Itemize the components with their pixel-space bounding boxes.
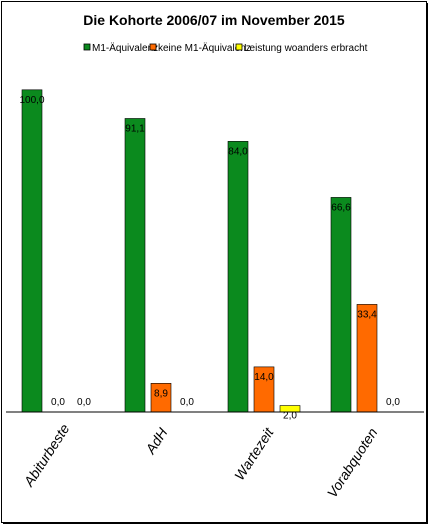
data-label-adh-keine-m1-quivalenz: 8,9: [154, 388, 168, 399]
data-label-abiturbeste-keine-m1-quivalenz: 0,0: [51, 397, 65, 408]
data-label-wartezeit-leistung-woanders-erbracht: 2,0: [283, 411, 297, 422]
data-label-vorabquoten-leistung-woanders-erbracht: 0,0: [386, 397, 400, 408]
legend-swatch-leistung-woanders-erbracht: [235, 43, 243, 51]
data-labels: 100,0 0,0 0,0 91,1 8,9 0,0 84,0 14,0 2,0 66,6 33,4…: [19, 95, 400, 422]
bar-vorabquoten-m1-quivalenz: [330, 197, 352, 413]
tick-label-wartezeit: Wartezeit: [231, 424, 277, 483]
bars: [21, 89, 378, 413]
data-label-vorabquoten-keine-m1-quivalenz: 33,4: [357, 309, 377, 320]
tick-label-abiturbeste: Abiturbeste: [20, 421, 73, 490]
legend-swatch-keine-m1-quivalenz: [149, 43, 157, 51]
bar-vorabquoten-keine-m1-quivalenz: [356, 304, 378, 413]
data-label-abiturbeste-leistung-woanders-erbracht: 0,0: [77, 397, 91, 408]
x-tick-labels: Abiturbeste AdH Wartezeit Vorabquoten: [20, 421, 381, 501]
data-label-adh-m1-quivalenz: 91,1: [125, 123, 145, 134]
chart-title: Die Kohorte 2006/07 im November 2015: [83, 12, 345, 28]
data-label-adh-leistung-woanders-erbracht: 0,0: [180, 397, 194, 408]
tick-label-adh: AdH: [142, 424, 171, 457]
bar-abiturbeste-m1-quivalenz: [21, 89, 43, 413]
legend-label-leistung-woanders-erbracht: Leistung woanders erbracht: [244, 43, 368, 54]
legend-label-m1-quivalenz: M1-Äquivalenz: [92, 42, 158, 54]
data-label-vorabquoten-m1-quivalenz: 66,6: [331, 202, 351, 213]
bar-adh-m1-quivalenz: [124, 118, 146, 413]
tick-label-vorabquoten: Vorabquoten: [324, 425, 381, 501]
legend-swatch-m1-quivalenz: [83, 43, 91, 51]
bar-wartezeit-m1-quivalenz: [227, 141, 249, 413]
data-label-wartezeit-m1-quivalenz: 84,0: [228, 146, 248, 157]
data-label-wartezeit-keine-m1-quivalenz: 14,0: [254, 372, 274, 383]
legend-label-keine-m1-quivalenz: keine M1-Äquivalenz: [158, 42, 251, 54]
data-label-abiturbeste-m1-quivalenz: 100,0: [19, 95, 44, 106]
legend: M1-Äquivalenz keine M1-ÄquivalenzLeistung…: [83, 42, 368, 54]
